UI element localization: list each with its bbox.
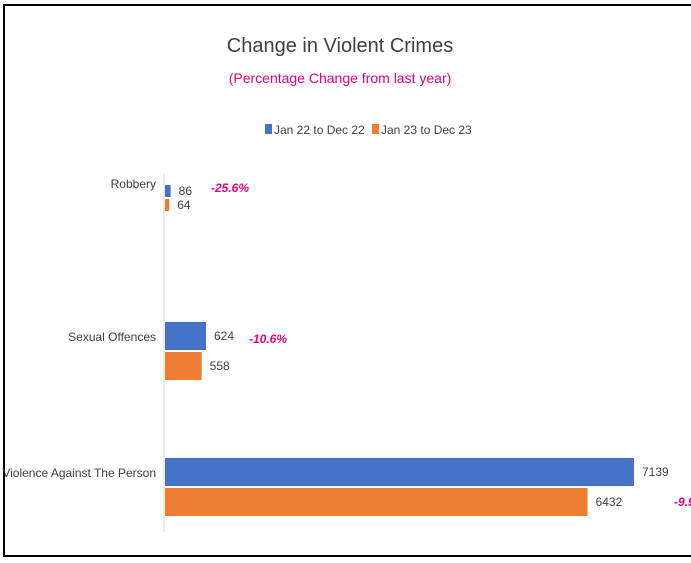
bar-1	[165, 185, 171, 197]
category-label: Robbery	[111, 177, 156, 191]
category-label: Violence Against The Person	[2, 466, 156, 480]
data-label: 7139	[642, 465, 669, 479]
bar-2	[165, 199, 170, 211]
category-label: Sexual Offences	[68, 330, 156, 344]
data-label: 64	[177, 198, 191, 212]
data-label: 6432	[596, 495, 623, 509]
legend-swatch-series-2	[372, 124, 379, 134]
percentage-change-label: -10.6%	[249, 332, 287, 346]
chart-title: Change in Violent Crimes	[227, 35, 453, 57]
percentage-change-label: -25.6%	[211, 181, 249, 195]
chart-legend: Jan 22 to Dec 22 Jan 23 to Dec 23	[265, 123, 472, 137]
data-label: 558	[210, 359, 230, 373]
legend-label-series-1: Jan 22 to Dec 22	[274, 123, 365, 137]
data-label: 624	[214, 329, 234, 343]
legend-swatch-series-1	[265, 124, 272, 134]
data-label: 86	[179, 184, 193, 198]
bar-1	[165, 322, 206, 350]
percentage-change-label: -9.9%	[674, 495, 691, 509]
bar-2	[165, 352, 202, 380]
chart-subtitle: (Percentage Change from last year)	[229, 70, 452, 86]
bar-1	[165, 458, 634, 486]
legend-label-series-2: Jan 23 to Dec 23	[381, 123, 472, 137]
bar-2	[165, 488, 588, 516]
